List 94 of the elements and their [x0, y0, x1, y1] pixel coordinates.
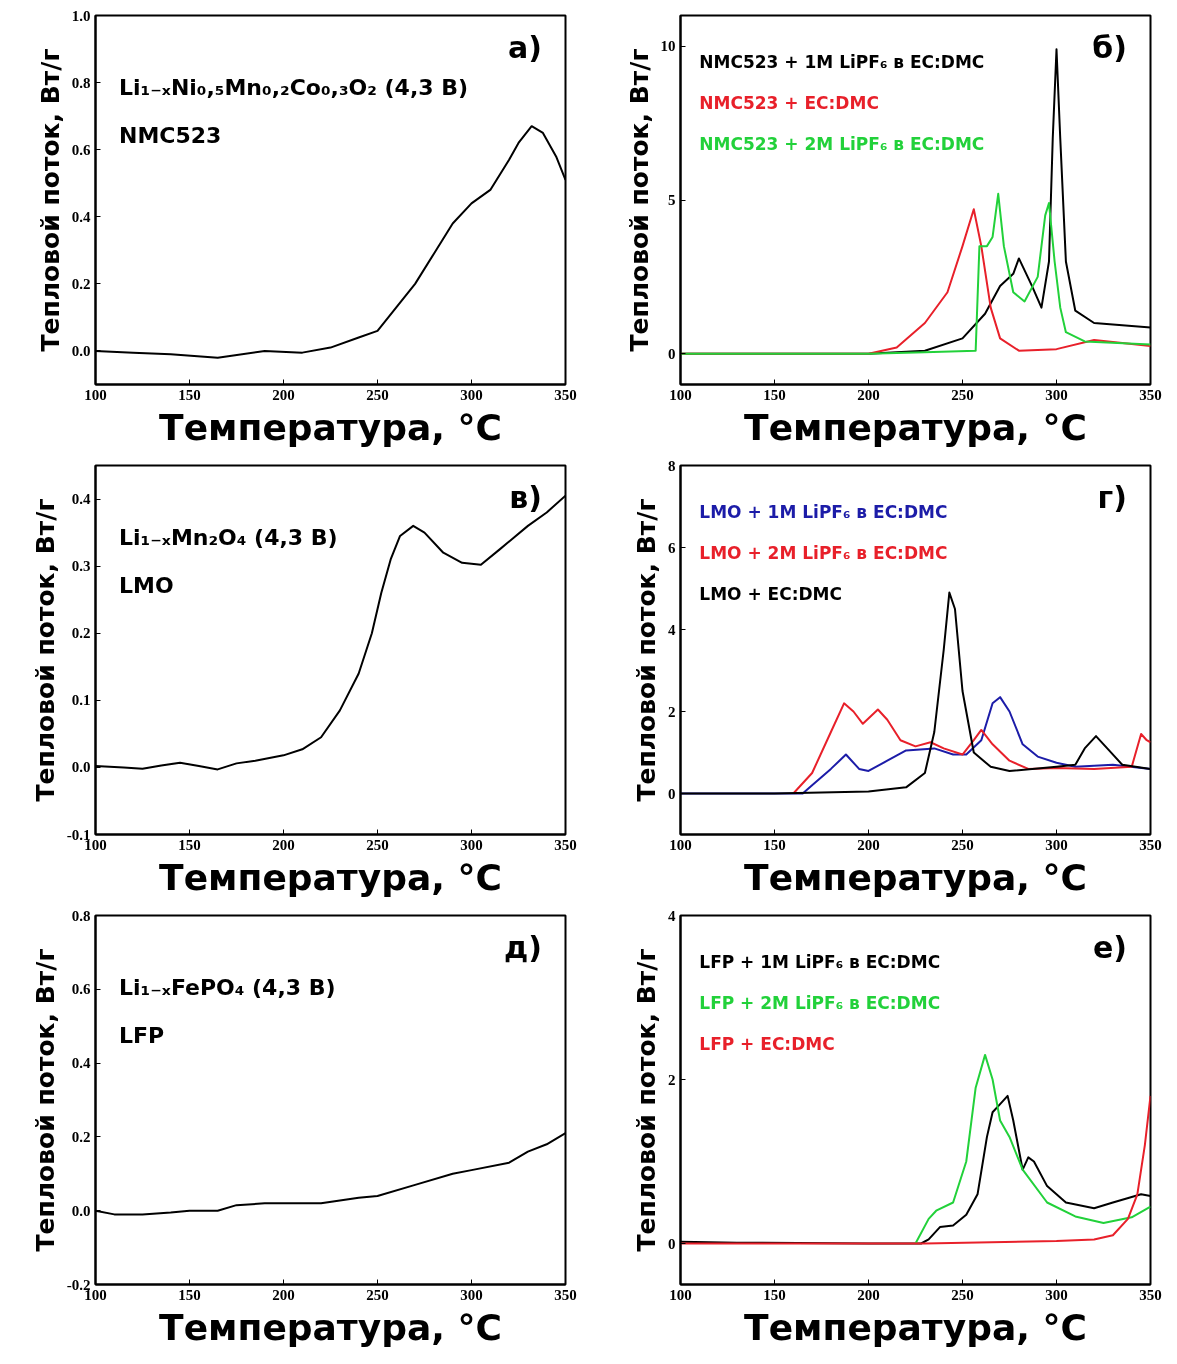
text: NMC523 + EC:DMC	[699, 92, 879, 113]
x-tick-label: 300	[460, 386, 483, 403]
x-tick-label: 150	[763, 1286, 786, 1303]
y-tick-label: 10	[660, 38, 676, 55]
x-tick-label: 150	[178, 836, 201, 853]
y-axis-title: Тепловой поток, Вт/г	[624, 48, 654, 352]
text: LMO + EC:DMC	[699, 583, 842, 604]
y-tick-label: 4	[668, 621, 676, 638]
y-tick-label: 0.2	[71, 1128, 91, 1145]
y-tick-label: 0.0	[71, 1202, 91, 1219]
y-tick-label: 0	[668, 785, 676, 802]
annotation: LMO	[119, 572, 174, 598]
y-tick-label: 0.4	[71, 208, 91, 225]
text: LMO + 2M LiPF₆ в EC:DMC	[699, 542, 948, 563]
text: LFP + EC:DMC	[699, 1033, 835, 1054]
y-tick-label: 0.3	[71, 558, 91, 575]
x-tick-label: 350	[554, 386, 577, 403]
text: е)	[1092, 930, 1127, 966]
x-tick-label: 200	[857, 1286, 880, 1303]
y-axis-title: Тепловой поток, Вт/г	[632, 948, 661, 1252]
x-axis-title: Температура, °C	[744, 406, 1087, 448]
x-tick-label: 350	[554, 836, 577, 853]
x-axis-title: Температура, °C	[159, 856, 502, 898]
y-axis-title: Тепловой поток, Вт/г	[35, 48, 65, 352]
y-tick-label: 0	[668, 1235, 676, 1252]
x-tick-label: 350	[1139, 836, 1162, 853]
y-tick-label: 4	[668, 907, 676, 924]
y-tick-label: 0.2	[71, 275, 91, 292]
x-tick-label: 300	[1045, 836, 1068, 853]
x-axis-title: Температура, °C	[744, 1306, 1087, 1348]
text: NMC523 + 1M LiPF₆ в EC:DMC	[699, 52, 985, 73]
text: NMC523 + 2M LiPF₆ в EC:DMC	[699, 133, 985, 154]
annotation: NMC523	[119, 122, 222, 148]
text: LMO + 1M LiPF₆ в EC:DMC	[699, 502, 948, 523]
y-tick-label: 0.8	[71, 907, 91, 924]
y-tick-label: 0.4	[71, 1055, 91, 1072]
x-tick-label: 250	[951, 1286, 974, 1303]
x-tick-label: 150	[178, 386, 201, 403]
x-tick-label: 250	[951, 386, 974, 403]
x-tick-label: 100	[669, 836, 692, 853]
x-axis-title: Температура, °C	[159, 1306, 502, 1348]
x-tick-label: 200	[857, 836, 880, 853]
y-axis-title: Тепловой поток, Вт/г	[30, 948, 60, 1252]
x-axis-title: Температура, °C	[744, 856, 1087, 898]
y-tick-label: 0.6	[71, 981, 91, 998]
x-tick-label: 300	[1045, 1286, 1068, 1303]
x-tick-label: 250	[366, 386, 389, 403]
y-tick-label: 0.6	[71, 141, 91, 158]
y-tick-label: 0.0	[71, 759, 91, 776]
y-tick-label: 0.0	[71, 342, 91, 359]
x-tick-label: 250	[366, 1286, 389, 1303]
x-tick-label: 150	[763, 836, 786, 853]
x-tick-label: 150	[178, 1286, 201, 1303]
x-tick-label: 250	[951, 836, 974, 853]
x-tick-label: 350	[1139, 386, 1162, 403]
x-tick-label: 200	[272, 836, 295, 853]
text: а)	[508, 30, 543, 66]
x-tick-label: 200	[272, 386, 295, 403]
annotation: LFP	[119, 1022, 165, 1048]
x-tick-label: 200	[857, 386, 880, 403]
x-tick-label: 150	[763, 386, 786, 403]
y-axis-title: Тепловой поток, Вт/г	[632, 498, 661, 802]
x-tick-label: 100	[84, 386, 107, 403]
y-tick-label: 5	[668, 192, 676, 208]
text: в)	[509, 480, 543, 516]
y-tick-label: 0.2	[71, 625, 91, 642]
x-tick-label: 100	[669, 386, 692, 403]
y-tick-label: 0.4	[71, 491, 91, 508]
x-tick-label: 100	[669, 1286, 692, 1303]
y-tick-label: 0.8	[71, 74, 91, 91]
x-tick-label: 200	[272, 1286, 295, 1303]
text: д)	[504, 930, 543, 966]
text: б)	[1092, 30, 1128, 66]
text: г)	[1097, 480, 1128, 516]
x-tick-label: 350	[1139, 1286, 1162, 1303]
y-tick-label: 2	[668, 1071, 676, 1088]
y-tick-label: 0	[668, 345, 676, 362]
text: LFP + 2M LiPF₆ в EC:DMC	[699, 992, 941, 1013]
x-axis-title: Температура, °C	[159, 406, 502, 448]
x-tick-label: 250	[366, 836, 389, 853]
x-tick-label: 350	[554, 1286, 577, 1303]
annotation: Li₁₋ₓFePO₄ (4,3 В)	[119, 974, 336, 1000]
y-tick-label: 8	[668, 457, 676, 474]
y-axis-title: Тепловой поток, Вт/г	[30, 498, 60, 802]
annotation: Li₁₋ₓNi₀,₅Mn₀,₂Co₀,₃O₂ (4,3 В)	[119, 74, 469, 100]
text: LFP + 1M LiPF₆ в EC:DMC	[699, 952, 941, 973]
y-tick-label: 0.1	[71, 692, 91, 709]
x-tick-label: 300	[1045, 386, 1068, 403]
y-tick-label: 2	[668, 703, 676, 720]
x-tick-label: 300	[460, 1286, 483, 1303]
x-tick-label: 300	[460, 836, 483, 853]
annotation: Li₁₋ₓMn₂O₄ (4,3 В)	[119, 524, 338, 550]
y-tick-label: 6	[668, 539, 676, 556]
y-tick-label: 1.0	[71, 7, 91, 24]
